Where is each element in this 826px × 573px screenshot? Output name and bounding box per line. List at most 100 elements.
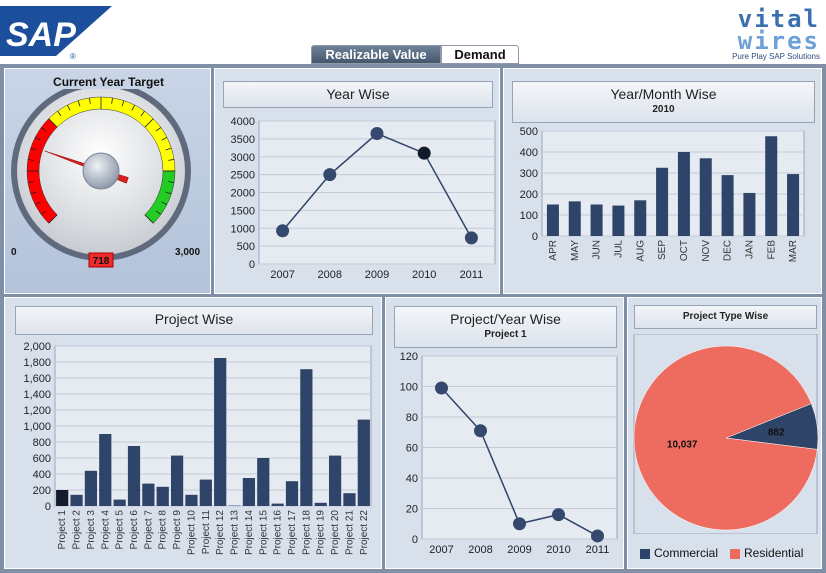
gauge-knob xyxy=(82,152,120,190)
gauge-tick xyxy=(144,214,154,224)
bar[interactable] xyxy=(634,200,647,236)
y-tick-label: 1500 xyxy=(231,205,255,217)
y-tick-label: 1,400 xyxy=(23,389,51,401)
project-wise-chart[interactable]: 0 200 400 600 800 1,000 1,200 1,400 1,600 1,800 2,… xyxy=(5,340,383,568)
legend-commercial-label: Commercial xyxy=(654,546,719,560)
legend-residential[interactable]: Residential xyxy=(730,546,803,560)
bar[interactable] xyxy=(170,455,184,506)
data-point[interactable] xyxy=(276,224,290,238)
bar[interactable] xyxy=(765,136,778,236)
tab-realizable-value[interactable]: Realizable Value xyxy=(311,45,441,64)
y-tick-label: 2000 xyxy=(231,188,255,200)
x-tick-label: Project 6 xyxy=(129,510,140,550)
y-tick-label: 20 xyxy=(406,504,418,516)
x-tick-label: Project 19 xyxy=(316,510,327,555)
data-point[interactable] xyxy=(370,127,384,141)
x-tick-label: Project 3 xyxy=(86,510,97,550)
data-point[interactable] xyxy=(591,529,604,543)
data-point[interactable] xyxy=(417,146,431,160)
bar[interactable] xyxy=(113,499,126,506)
bar[interactable] xyxy=(127,446,141,506)
bar[interactable] xyxy=(568,201,581,236)
bar[interactable] xyxy=(300,369,313,506)
bar[interactable] xyxy=(314,502,327,506)
x-tick-label: Project 9 xyxy=(172,510,183,550)
bar[interactable] xyxy=(285,481,299,506)
year-month-title: Year/Month Wise 2010 xyxy=(512,81,815,123)
bar[interactable] xyxy=(199,479,212,506)
project-year-chart[interactable]: 0 20 40 60 80 100 120 2007 2008 2009 2010 2011 xyxy=(386,350,625,568)
bar[interactable] xyxy=(56,490,69,506)
header: SAP ® Realizable Value Demand vital wire… xyxy=(0,0,826,64)
bar[interactable] xyxy=(677,152,690,236)
data-point[interactable] xyxy=(474,424,487,438)
bar[interactable] xyxy=(70,494,83,506)
bar[interactable] xyxy=(214,358,227,506)
x-tick-label: Project 15 xyxy=(258,510,269,555)
bar[interactable] xyxy=(328,455,342,506)
x-tick-label: SEP xyxy=(657,240,668,260)
year-wise-chart[interactable]: 0 500 1000 1500 2000 2500 3000 3500 4000 2007 2008… xyxy=(215,115,501,295)
gauge-tick xyxy=(30,191,37,195)
data-point[interactable] xyxy=(513,517,526,531)
x-tick-label: Project 5 xyxy=(115,510,126,550)
project-type-chart[interactable]: 882 10,037 xyxy=(628,334,823,534)
bar[interactable] xyxy=(546,204,559,237)
bar[interactable] xyxy=(721,175,734,236)
y-tick-label: 200 xyxy=(520,189,538,201)
bar[interactable] xyxy=(271,503,284,506)
data-point[interactable] xyxy=(323,168,337,182)
data-point[interactable] xyxy=(464,231,478,245)
year-month-subtitle: 2010 xyxy=(652,104,675,115)
x-tick-label: JAN xyxy=(744,240,755,259)
data-point[interactable] xyxy=(435,381,448,395)
bar[interactable] xyxy=(99,434,112,506)
dashboard: Current Year Target 0 3,000 718 Year xyxy=(0,64,826,573)
y-tick-label: 100 xyxy=(400,382,418,394)
x-tick-label: Project 7 xyxy=(143,510,154,550)
bar[interactable] xyxy=(590,204,603,237)
gauge-tick xyxy=(165,147,172,151)
brand-tagline: Pure Play SAP Solutions xyxy=(732,52,820,61)
gauge-tick xyxy=(161,201,168,205)
y-tick-label: 120 xyxy=(400,351,418,363)
legend-commercial[interactable]: Commercial xyxy=(640,546,718,560)
y-tick-label: 1000 xyxy=(231,223,255,235)
year-month-chart[interactable]: 0 100 200 300 400 500 APR MAY JUN JUL AUG SEP OCT NOV… xyxy=(504,125,823,295)
project-type-title: Project Type Wise xyxy=(634,305,817,329)
tab-demand[interactable]: Demand xyxy=(441,45,519,64)
x-tick-label: Project 2 xyxy=(72,510,83,550)
gauge-tick xyxy=(40,127,47,132)
y-tick-label: 0 xyxy=(45,501,51,513)
pie-slice-residential[interactable] xyxy=(633,345,818,531)
bar[interactable] xyxy=(699,158,712,236)
gauge-panel: Current Year Target 0 3,000 718 xyxy=(4,68,211,294)
y-tick-label: 400 xyxy=(33,469,51,481)
x-tick-label: 2008 xyxy=(468,544,492,556)
sap-logo-text: SAP xyxy=(6,16,76,54)
bar[interactable] xyxy=(343,493,356,506)
y-tick-label: 2500 xyxy=(231,170,255,182)
bar[interactable] xyxy=(156,486,169,506)
gauge-tick xyxy=(34,137,41,141)
bar[interactable] xyxy=(612,205,625,236)
gauge-tick xyxy=(121,100,125,107)
project-type-legend: Commercial Residential xyxy=(640,546,803,560)
x-tick-label: AUG xyxy=(635,240,646,262)
bar[interactable] xyxy=(257,458,270,506)
bar[interactable] xyxy=(787,174,800,236)
bar[interactable] xyxy=(185,494,198,506)
gauge[interactable]: 0 3,000 718 xyxy=(5,89,212,289)
year-month-panel: Year/Month Wise 2010 0 100 200 300 400 500 APR… xyxy=(503,68,822,294)
bar[interactable] xyxy=(743,192,756,236)
plot-area xyxy=(541,130,805,237)
data-point[interactable] xyxy=(552,508,565,522)
bar[interactable] xyxy=(656,167,669,236)
bar[interactable] xyxy=(357,419,370,506)
bar[interactable] xyxy=(242,478,256,506)
brand-line1: vital xyxy=(737,5,820,33)
year-wise-title: Year Wise xyxy=(223,81,493,108)
bar[interactable] xyxy=(142,483,155,506)
bar[interactable] xyxy=(84,470,98,506)
x-tick-label: Project 14 xyxy=(244,510,255,555)
